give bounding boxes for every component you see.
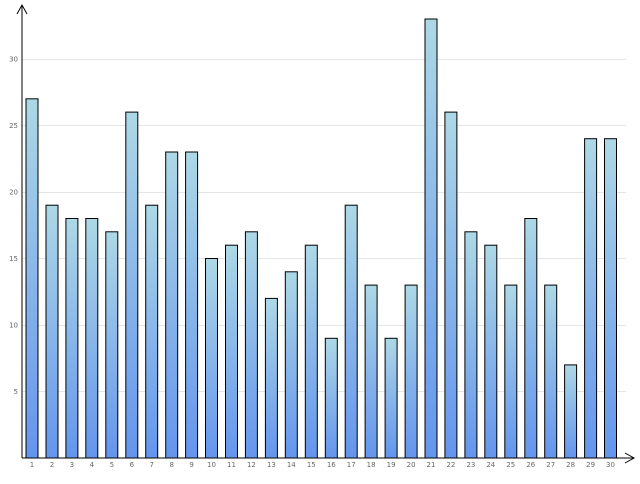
y-axis-arrow <box>16 3 28 15</box>
y-tick-labels: 5 10 15 20 25 30 <box>9 55 18 396</box>
x-tick-label: 5 <box>110 461 114 469</box>
x-tick-label: 18 <box>367 461 376 469</box>
bar-7 <box>145 204 159 459</box>
x-tick-label: 12 <box>247 461 256 469</box>
bar-23 <box>464 231 478 459</box>
bar-26 <box>524 218 538 459</box>
x-tick-label: 26 <box>526 461 535 469</box>
x-tick-label: 21 <box>427 461 436 469</box>
bar-1 <box>25 98 39 459</box>
bar-2 <box>45 204 59 459</box>
bar-9 <box>185 151 199 459</box>
bar-30 <box>604 138 617 459</box>
bar-25 <box>504 284 518 459</box>
x-tick-label: 24 <box>486 461 495 469</box>
bar-27 <box>544 284 558 459</box>
bar-19 <box>384 337 398 459</box>
bar-8 <box>165 151 179 459</box>
x-tick-label: 25 <box>506 461 515 469</box>
y-tick-label: 15 <box>9 255 18 263</box>
bars <box>25 18 617 459</box>
bar-28 <box>564 364 578 459</box>
bar-14 <box>284 271 298 459</box>
bar-4 <box>85 218 99 459</box>
y-tick-label: 30 <box>9 55 18 63</box>
x-tick-label: 22 <box>446 461 455 469</box>
x-axis-arrow <box>624 452 636 464</box>
bar-11 <box>225 244 238 459</box>
bar-12 <box>244 231 258 459</box>
x-tick-label: 20 <box>407 461 416 469</box>
bar-6 <box>125 111 139 459</box>
bar-17 <box>344 204 358 459</box>
x-tick-label: 16 <box>327 461 336 469</box>
x-tick-label: 23 <box>466 461 475 469</box>
x-tick-label: 30 <box>606 461 615 469</box>
bar-16 <box>324 337 338 459</box>
x-tick-label: 19 <box>387 461 396 469</box>
x-tick-label: 11 <box>227 461 236 469</box>
y-tick-label: 5 <box>14 388 18 396</box>
x-tick-label: 13 <box>267 461 276 469</box>
x-tick-label: 15 <box>307 461 316 469</box>
y-tick-label: 25 <box>9 122 18 130</box>
x-tick-label: 28 <box>566 461 575 469</box>
bar-18 <box>364 284 378 459</box>
x-tick-label: 27 <box>546 461 555 469</box>
axes <box>16 3 636 464</box>
x-tick-label: 2 <box>50 461 54 469</box>
bar-13 <box>264 297 278 459</box>
x-tick-labels: 1 2 3 4 5 6 7 8 9 10 11 12 13 14 15 16 17 18 19 20 21 22 23 24 2… <box>30 461 615 469</box>
bar-21 <box>424 18 438 459</box>
x-tick-label: 8 <box>169 461 173 469</box>
bar-10 <box>205 258 218 459</box>
bar-29 <box>584 138 598 459</box>
x-tick-label: 4 <box>90 461 95 469</box>
x-tick-label: 9 <box>189 461 193 469</box>
bar-24 <box>484 244 498 459</box>
bar-15 <box>304 244 318 459</box>
bar-20 <box>404 284 418 459</box>
x-tick-label: 6 <box>130 461 135 469</box>
x-tick-label: 14 <box>287 461 296 469</box>
x-tick-label: 1 <box>30 461 34 469</box>
x-tick-label: 7 <box>149 461 153 469</box>
bar-3 <box>65 218 79 459</box>
x-tick-label: 10 <box>207 461 216 469</box>
bar-22 <box>444 111 458 459</box>
y-tick-label: 20 <box>9 188 18 196</box>
x-tick-label: 17 <box>347 461 356 469</box>
x-tick-label: 29 <box>586 461 595 469</box>
bar-5 <box>105 231 119 459</box>
x-tick-label: 3 <box>70 461 74 469</box>
y-tick-label: 10 <box>9 322 18 330</box>
